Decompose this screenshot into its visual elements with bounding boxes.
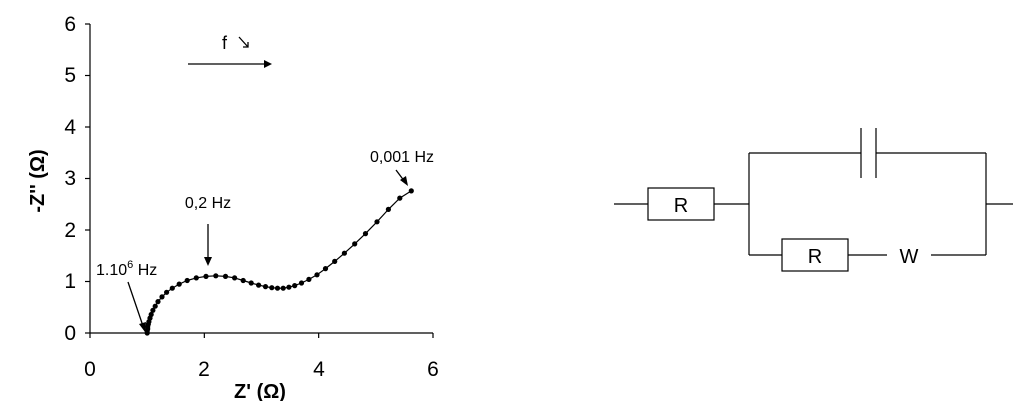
freq-label-0-001hz: 0,001 Hz <box>370 149 434 166</box>
y-axis-title: -Z'' (Ω) <box>27 149 49 212</box>
data-point <box>352 241 358 247</box>
data-point <box>222 273 229 279</box>
data-point <box>292 283 298 289</box>
x-tick-label: 2 <box>198 358 210 381</box>
data-point <box>193 275 199 281</box>
x-axis-title: Z' (Ω) <box>234 381 286 401</box>
data-point <box>232 275 238 281</box>
data-point <box>286 284 292 290</box>
data-point <box>155 299 161 305</box>
data-point <box>322 266 329 272</box>
y-tick-label: 6 <box>64 13 76 36</box>
data-point <box>150 307 156 313</box>
y-tick-label: 4 <box>64 116 76 139</box>
equivalent-circuit <box>614 128 1013 272</box>
data-point <box>169 285 175 291</box>
y-tick-label: 3 <box>64 167 76 190</box>
right-arrow-icon <box>188 60 272 68</box>
data-point <box>306 276 312 282</box>
data-point <box>274 285 281 291</box>
arrow-to-first-point-icon <box>127 281 146 332</box>
y-tick-label: 2 <box>64 219 76 242</box>
freq-high-unit: Hz <box>133 262 157 279</box>
data-point <box>203 273 209 279</box>
nyquist-plot: 0 1 2 3 4 5 6 0 2 4 6 Z' (Ω) -Z'' (Ω) f … <box>27 13 439 401</box>
freq-label-high: 1.106 Hz <box>96 259 157 279</box>
data-points <box>144 188 414 336</box>
fit-line <box>146 190 412 333</box>
resistor-1-label: R <box>674 195 688 217</box>
down-arrow-icon <box>204 224 212 266</box>
data-point <box>314 272 320 278</box>
data-point <box>385 206 391 212</box>
y-tick-label: 1 <box>64 270 76 293</box>
data-point <box>213 273 219 279</box>
tick-marks <box>85 23 434 338</box>
resistor-2-label: R <box>808 246 822 268</box>
data-point <box>341 250 347 256</box>
data-point <box>332 258 338 264</box>
data-point <box>164 289 170 295</box>
data-point <box>280 285 286 291</box>
y-tick-label: 5 <box>64 64 76 87</box>
resistor-2 <box>781 238 849 272</box>
freq-high-exponent: 6 <box>127 259 133 271</box>
decreasing-arrow-icon <box>238 36 249 48</box>
data-point <box>184 277 190 284</box>
frequency-direction-label: f <box>222 33 228 53</box>
data-point <box>256 282 262 288</box>
freq-high-base: 1.10 <box>96 262 127 279</box>
data-point <box>408 188 414 194</box>
warburg-element-label: W <box>900 246 919 268</box>
freq-label-0-2hz: 0,2 Hz <box>185 195 231 212</box>
data-point <box>269 285 275 291</box>
data-point <box>374 219 380 225</box>
data-point <box>397 195 403 201</box>
data-point <box>176 281 182 287</box>
data-point <box>298 280 305 286</box>
data-point <box>262 284 269 290</box>
data-point <box>148 311 154 318</box>
y-tick-label: 0 <box>64 322 76 345</box>
x-tick-label: 4 <box>313 358 325 381</box>
data-point <box>152 303 158 309</box>
data-point <box>240 277 246 284</box>
x-tick-label: 6 <box>427 358 439 381</box>
x-tick-label: 0 <box>84 358 96 381</box>
arrow-to-last-point-icon <box>395 169 408 186</box>
data-point <box>248 280 254 286</box>
data-point <box>362 231 369 237</box>
data-point <box>159 294 165 300</box>
